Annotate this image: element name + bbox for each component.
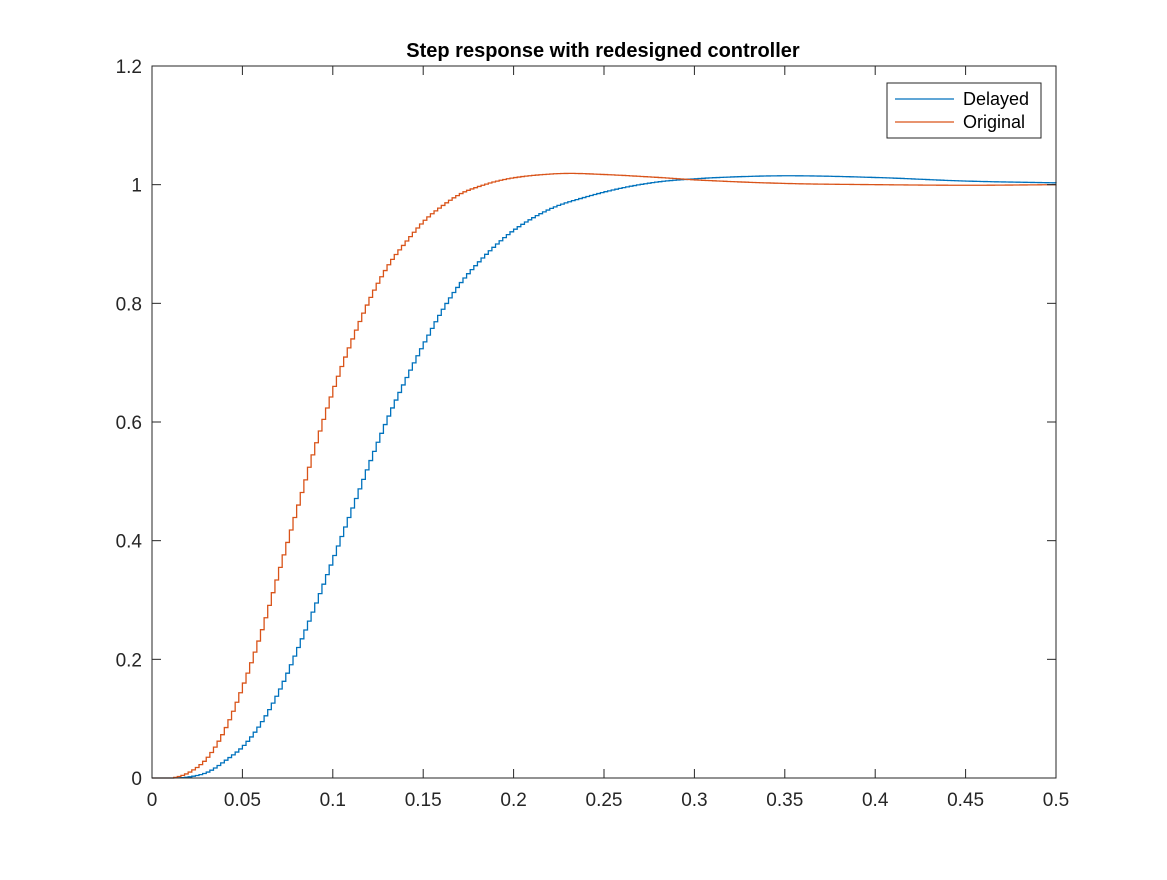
x-tick-label: 0.35 [766, 790, 803, 811]
x-tick-label: 0.05 [224, 790, 261, 811]
x-tick-label: 0.2 [500, 790, 526, 811]
x-tick-label: 0.15 [405, 790, 442, 811]
legend-label-delayed: Delayed [963, 89, 1029, 109]
y-tick-label: 0 [131, 769, 142, 790]
x-tick-label: 0.45 [947, 790, 984, 811]
x-tick-label: 0.5 [1043, 790, 1069, 811]
series-line-delayed [152, 175, 1057, 779]
axes-layer: 0 0.05 0.1 0.15 0.2 0.25 0.3 0.35 0.4 0.45 0.5 0 0.2… [116, 57, 1070, 811]
x-tick-label: 0.4 [862, 790, 889, 811]
x-tick-label: 0 [147, 790, 158, 811]
series-layer [152, 172, 1057, 779]
y-tick-label: 1 [131, 176, 142, 197]
plot-area [152, 66, 1056, 778]
x-tick-label: 0.25 [586, 790, 623, 811]
x-tick-label: 0.1 [320, 790, 346, 811]
legend: Delayed Original [886, 82, 1042, 139]
legend-label-original: Original [963, 112, 1025, 132]
x-tick-label: 0.3 [681, 790, 707, 811]
chart-title: Step response with redesigned controller [406, 40, 800, 62]
y-tick-label: 0.4 [116, 532, 143, 553]
y-tick-label: 1.2 [116, 57, 142, 78]
y-tick-label: 0.2 [116, 650, 142, 671]
y-tick-label: 0.6 [116, 413, 142, 434]
series-line-original [152, 172, 1057, 779]
y-tick-label: 0.8 [116, 294, 142, 315]
legend-box [886, 82, 1042, 139]
